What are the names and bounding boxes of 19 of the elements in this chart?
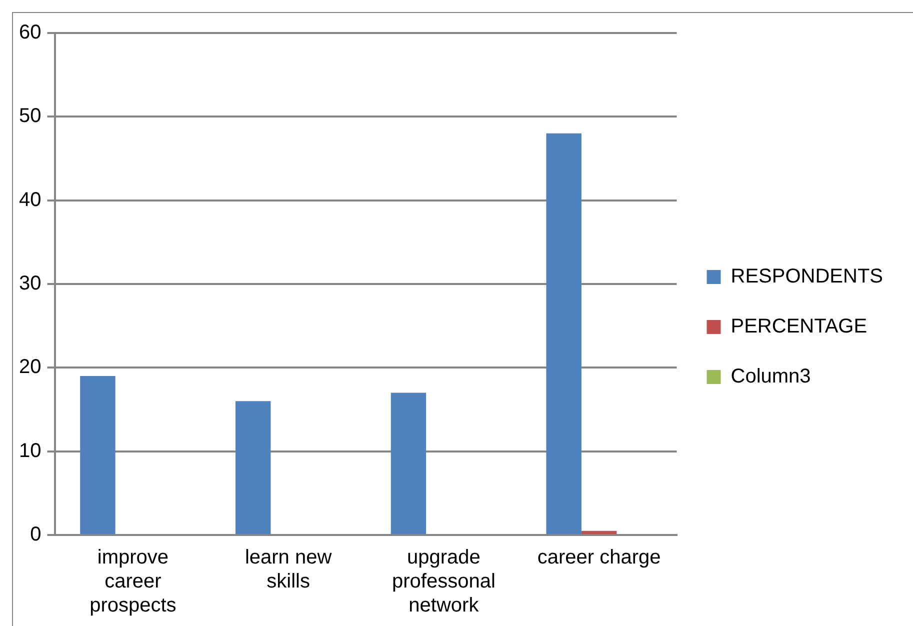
y-tick-label: 60: [18, 22, 42, 44]
x-tick-label: career charge: [537, 546, 661, 569]
bar: [235, 401, 271, 534]
x-tick-label: upgrade professonal network: [392, 546, 496, 617]
y-tick-label: 0: [30, 524, 42, 546]
y-tick-label: 10: [18, 440, 42, 462]
legend-label: PERCENTAGE: [730, 316, 868, 338]
bar: [581, 530, 617, 534]
x-tick-label: learn new skills: [244, 546, 332, 593]
y-tick-label: 20: [18, 356, 42, 378]
legend-label: RESPONDENTS: [730, 266, 884, 288]
bar: [80, 376, 116, 534]
y-tick-label: 40: [18, 188, 42, 211]
x-tick-label: improve career prospects: [90, 546, 176, 617]
y-tick-label: 30: [18, 272, 42, 295]
y-tick-label: 50: [18, 105, 42, 128]
bar: [546, 133, 582, 534]
bar: [390, 392, 426, 534]
legend-label: Column3: [730, 366, 811, 388]
